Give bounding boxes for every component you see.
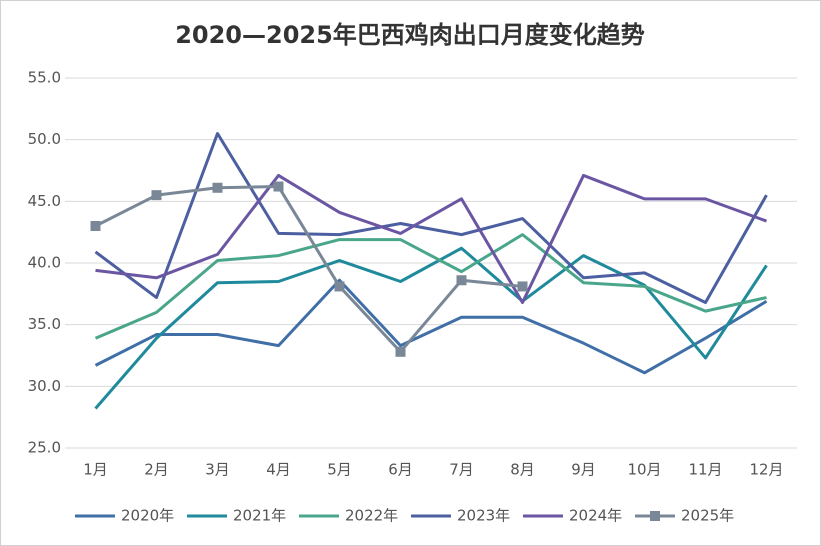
x-tick-label: 8月: [510, 461, 535, 479]
point-marker: [456, 275, 467, 286]
chart-title: 2020—2025年巴西鸡肉出口月度变化趋势: [175, 21, 645, 49]
series-line: [94, 185, 523, 354]
y-tick-label: 50.0: [28, 130, 61, 148]
point-marker: [395, 346, 406, 357]
x-tick-label: 6月: [388, 461, 413, 479]
x-tick-label: 7月: [449, 461, 474, 479]
x-tick-label: 3月: [205, 461, 230, 479]
legend-label: 2024年: [569, 507, 622, 525]
series-line: [94, 233, 767, 340]
series-line: [94, 132, 768, 304]
y-tick-label: 45.0: [28, 192, 61, 210]
legend-label: 2021年: [233, 507, 286, 525]
x-tick-label: 2月: [144, 461, 169, 479]
y-tick-label: 35.0: [28, 315, 61, 333]
x-tick-label: 9月: [571, 461, 596, 479]
series-line: [94, 246, 768, 410]
legend-label: 2023年: [457, 507, 510, 525]
x-tick-label: 10月: [627, 461, 661, 479]
y-tick-label: 30.0: [28, 377, 61, 395]
x-tick-label: 1月: [83, 461, 108, 479]
legend-marker: [650, 511, 660, 521]
series-line: [94, 278, 768, 375]
legend-label: 2022年: [345, 507, 398, 525]
x-tick-label: 12月: [749, 461, 783, 479]
point-marker: [517, 281, 528, 292]
point-marker: [334, 281, 345, 292]
y-tick-label: 55.0: [28, 69, 61, 87]
y-tick-label: 25.0: [28, 439, 61, 457]
point-marker: [151, 190, 162, 201]
x-tick-label: 5月: [327, 461, 352, 479]
x-tick-label: 11月: [688, 461, 722, 479]
point-marker: [212, 182, 223, 193]
series-line: [95, 173, 768, 304]
legend-label: 2020年: [121, 507, 174, 525]
x-tick-label: 4月: [266, 461, 291, 479]
legend-label: 2025年: [681, 507, 734, 525]
y-tick-label: 40.0: [28, 254, 61, 272]
point-marker: [90, 221, 101, 231]
point-marker: [273, 181, 284, 192]
